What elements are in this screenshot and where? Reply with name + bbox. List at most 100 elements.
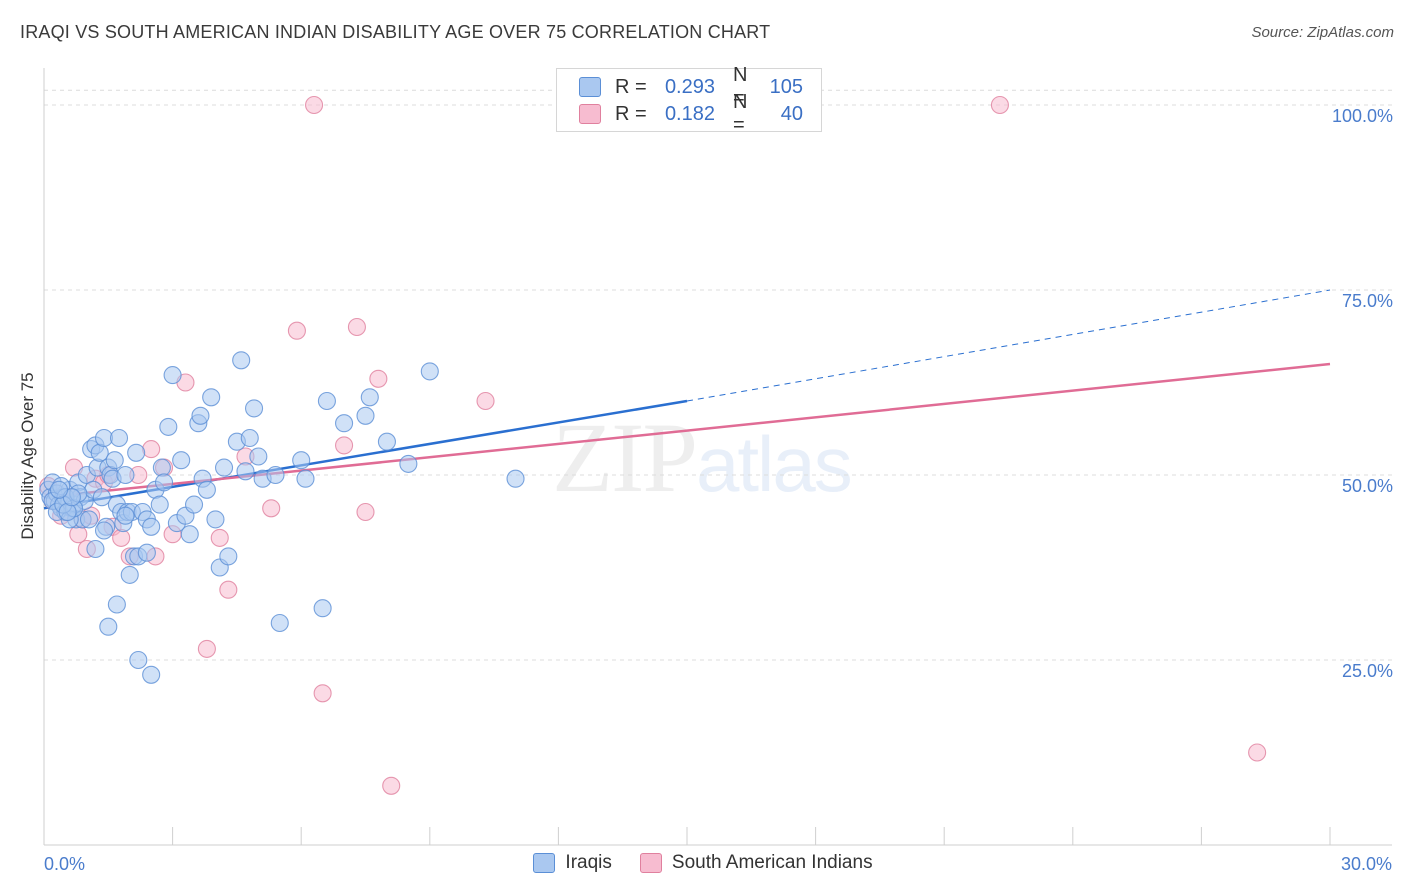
point-sai bbox=[197, 639, 216, 658]
point-iraqis bbox=[244, 399, 264, 418]
point-iraqis bbox=[506, 469, 525, 488]
point-iraqis bbox=[49, 480, 69, 499]
y-axis-title: Disability Age Over 75 bbox=[18, 372, 37, 539]
point-iraqis bbox=[197, 480, 216, 499]
y-tick-label: 100.0% bbox=[1332, 106, 1393, 126]
legend-label-sai: South American Indians bbox=[671, 852, 873, 873]
point-iraqis bbox=[206, 510, 225, 529]
point-iraqis bbox=[249, 447, 268, 466]
point-sai bbox=[262, 499, 281, 518]
legend-swatch-iraqis bbox=[533, 853, 556, 873]
point-sai bbox=[210, 528, 229, 547]
point-iraqis bbox=[94, 521, 114, 540]
point-sai bbox=[287, 321, 306, 340]
point-iraqis bbox=[232, 351, 251, 370]
point-iraqis bbox=[184, 495, 204, 514]
point-sai bbox=[476, 391, 495, 411]
point-iraqis bbox=[127, 443, 146, 462]
point-iraqis bbox=[180, 525, 199, 544]
point-iraqis bbox=[172, 451, 191, 470]
point-iraqis bbox=[86, 539, 105, 559]
correlation-legend: R = 0.293 N = 105 R = 0.182 N = 40 bbox=[556, 64, 822, 136]
point-iraqis bbox=[105, 451, 124, 470]
point-sai bbox=[142, 440, 161, 459]
point-iraqis bbox=[313, 599, 332, 618]
point-iraqis bbox=[99, 617, 118, 636]
legend-n-value: 105 bbox=[769, 75, 803, 98]
point-sai bbox=[313, 684, 332, 703]
series-legend: Iraqis South American Indians bbox=[0, 852, 1406, 874]
point-iraqis bbox=[317, 391, 336, 411]
legend-r-value: 0.293 bbox=[664, 75, 715, 98]
point-iraqis bbox=[129, 650, 148, 670]
point-iraqis bbox=[292, 451, 311, 470]
point-iraqis bbox=[159, 417, 178, 436]
data-points bbox=[39, 95, 1267, 795]
point-iraqis bbox=[266, 465, 285, 485]
point-iraqis bbox=[191, 406, 210, 425]
trend-lines bbox=[43, 289, 1331, 510]
point-iraqis bbox=[150, 495, 169, 514]
legend-swatch-sai bbox=[639, 853, 662, 873]
point-iraqis bbox=[296, 469, 315, 488]
source-label: Source: ZipAtlas.com bbox=[1251, 24, 1394, 41]
point-iraqis bbox=[399, 454, 418, 473]
y-tick-label: 75.0% bbox=[1342, 291, 1393, 311]
point-iraqis bbox=[154, 473, 174, 492]
point-iraqis bbox=[137, 543, 156, 562]
point-iraqis bbox=[92, 488, 111, 507]
point-iraqis bbox=[219, 547, 238, 566]
point-iraqis bbox=[236, 462, 255, 481]
watermark: ZIPatlas bbox=[552, 400, 853, 515]
point-iraqis bbox=[240, 428, 259, 448]
point-iraqis bbox=[214, 458, 234, 477]
point-sai bbox=[356, 502, 375, 522]
watermark-atlas: atlas bbox=[696, 420, 853, 508]
point-iraqis bbox=[116, 506, 135, 525]
legend-item-sai[interactable]: South American Indians bbox=[639, 852, 873, 874]
point-sai bbox=[1248, 743, 1267, 762]
point-iraqis bbox=[142, 517, 161, 536]
point-sai bbox=[347, 317, 366, 337]
point-iraqis bbox=[116, 465, 135, 485]
point-iraqis bbox=[163, 366, 182, 385]
chart-title: IRAQI VS SOUTH AMERICAN INDIAN DISABILIT… bbox=[20, 22, 771, 42]
point-iraqis bbox=[420, 362, 439, 381]
point-iraqis bbox=[109, 428, 129, 448]
trend-line-sai bbox=[43, 362, 1331, 499]
legend-label-iraqis: Iraqis bbox=[565, 852, 612, 873]
x-tick-label: 0.0% bbox=[44, 854, 85, 874]
legend-item-iraqis[interactable]: Iraqis bbox=[533, 852, 612, 874]
point-sai bbox=[112, 528, 131, 547]
point-sai bbox=[369, 369, 388, 388]
point-iraqis bbox=[120, 565, 139, 584]
legend-row-sai: R = 0.182 N = 40 bbox=[579, 91, 803, 136]
tick-labels: 25.0% 50.0% 75.0% 100.0% 0.0% 30.0% Disability… bbox=[18, 106, 1393, 874]
point-iraqis bbox=[94, 428, 114, 448]
y-tick-label: 25.0% bbox=[1342, 661, 1393, 681]
point-iraqis bbox=[360, 388, 379, 407]
point-iraqis bbox=[356, 406, 375, 425]
point-sai bbox=[335, 436, 354, 455]
legend-r-label: R = bbox=[615, 102, 647, 125]
axes bbox=[43, 68, 1392, 846]
point-sai bbox=[219, 580, 238, 599]
point-iraqis bbox=[270, 613, 289, 633]
point-iraqis bbox=[377, 432, 396, 451]
legend-n-label: N = bbox=[733, 91, 748, 136]
point-iraqis bbox=[142, 665, 161, 684]
point-iraqis bbox=[107, 595, 126, 614]
legend-swatch-sai bbox=[579, 104, 601, 124]
point-sai bbox=[990, 95, 1009, 115]
legend-swatch-iraqis bbox=[579, 77, 601, 97]
legend-r-label: R = bbox=[615, 75, 647, 98]
legend-row-iraqis: R = 0.293 N = 105 bbox=[579, 64, 803, 109]
trend-line-iraqis-extension bbox=[686, 289, 1331, 402]
x-tick-label: 30.0% bbox=[1341, 854, 1392, 874]
point-iraqis bbox=[202, 388, 221, 407]
point-iraqis bbox=[335, 414, 354, 433]
legend-n-value: 40 bbox=[780, 102, 803, 125]
y-tick-label: 50.0% bbox=[1342, 476, 1393, 496]
point-sai bbox=[382, 776, 401, 795]
